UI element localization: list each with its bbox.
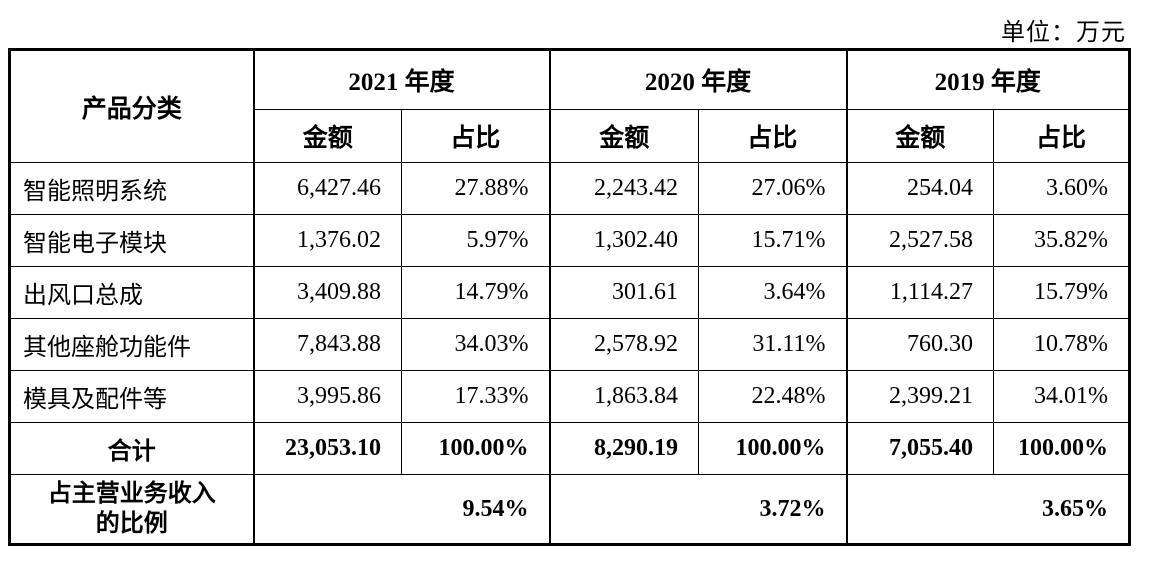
cell-amount-2020: 2,578.92 — [548, 318, 700, 371]
cell-share-2019: 10.78% — [993, 318, 1131, 371]
cell-amount-2020: 2,243.42 — [548, 162, 700, 215]
table-row-total: 合计 23,053.10 100.00% 8,290.19 100.00% 7,… — [9, 422, 1131, 475]
column-header-year-2019: 2019 年度 — [845, 49, 1131, 110]
cell-share-2020: 27.06% — [698, 162, 848, 215]
table-row-other-cockpit-parts: 其他座舱功能件 7,843.88 34.03% 2,578.92 31.11% … — [9, 318, 1131, 371]
cell-ratio-2021: 9.54% — [252, 474, 551, 545]
cell-amount-2021: 1,376.02 — [252, 214, 402, 267]
cell-amount-2019: 2,527.58 — [845, 214, 995, 267]
column-header-amount-2021: 金额 — [252, 109, 402, 163]
column-header-share-2021: 占比 — [400, 109, 551, 163]
cell-amount-2019: 1,114.27 — [845, 266, 995, 319]
cell-amount-2021: 7,843.88 — [252, 318, 402, 371]
cell-share-2019: 34.01% — [993, 370, 1131, 423]
column-header-amount-2019: 金额 — [845, 109, 995, 163]
row-label: 智能电子模块 — [9, 214, 254, 267]
cell-total-amount-2019: 7,055.40 — [845, 422, 995, 475]
column-header-share-2019: 占比 — [993, 109, 1131, 163]
cell-total-amount-2021: 23,053.10 — [252, 422, 402, 475]
table-row-molds-and-accessories: 模具及配件等 3,995.86 17.33% 1,863.84 22.48% 2… — [9, 370, 1131, 423]
cell-share-2020: 31.11% — [698, 318, 848, 371]
cell-share-2021: 14.79% — [400, 266, 551, 319]
cell-share-2020: 3.64% — [698, 266, 848, 319]
cell-ratio-2019: 3.65% — [845, 474, 1131, 545]
cell-amount-2019: 2,399.21 — [845, 370, 995, 423]
cell-share-2021: 5.97% — [400, 214, 551, 267]
column-header-year-2020: 2020 年度 — [548, 49, 848, 110]
unit-label: 单位：万元 — [1001, 20, 1126, 46]
cell-share-2019: 15.79% — [993, 266, 1131, 319]
column-header-share-2020: 占比 — [698, 109, 848, 163]
cell-ratio-2020: 3.72% — [548, 474, 848, 545]
row-label: 其他座舱功能件 — [9, 318, 254, 371]
product-revenue-table: 产品分类 2021 年度 2020 年度 2019 年度 金额 占比 金额 占比… — [8, 48, 1132, 546]
row-label: 出风口总成 — [9, 266, 254, 319]
cell-share-2021: 34.03% — [400, 318, 551, 371]
cell-share-2020: 15.71% — [698, 214, 848, 267]
cell-total-amount-2020: 8,290.19 — [548, 422, 700, 475]
cell-amount-2021: 6,427.46 — [252, 162, 402, 215]
ratio-row-label: 占主营业务收入 的比例 — [9, 474, 254, 545]
table-header-row-measures: 金额 占比 金额 占比 金额 占比 — [10, 109, 1131, 163]
table-row-air-vent-assembly: 出风口总成 3,409.88 14.79% 301.61 3.64% 1,114… — [9, 266, 1131, 319]
cell-total-share-2021: 100.00% — [400, 422, 551, 475]
row-label: 模具及配件等 — [9, 370, 254, 423]
cell-amount-2021: 3,995.86 — [252, 370, 402, 423]
cell-amount-2019: 254.04 — [845, 162, 995, 215]
cell-total-share-2020: 100.00% — [698, 422, 848, 475]
cell-amount-2020: 1,302.40 — [548, 214, 700, 267]
cell-total-share-2019: 100.00% — [993, 422, 1131, 475]
cell-share-2021: 17.33% — [400, 370, 551, 423]
table-row-smart-lighting: 智能照明系统 6,427.46 27.88% 2,243.42 27.06% 2… — [9, 162, 1131, 215]
cell-amount-2020: 301.61 — [548, 266, 700, 319]
table-row-smart-electronic-module: 智能电子模块 1,376.02 5.97% 1,302.40 15.71% 2,… — [9, 214, 1131, 267]
cell-share-2021: 27.88% — [400, 162, 551, 215]
column-header-amount-2020: 金额 — [548, 109, 700, 163]
cell-share-2019: 3.60% — [993, 162, 1131, 215]
column-header-product-category: 产品分类 — [9, 49, 254, 163]
cell-amount-2019: 760.30 — [845, 318, 995, 371]
cell-amount-2020: 1,863.84 — [548, 370, 700, 423]
cell-amount-2021: 3,409.88 — [252, 266, 402, 319]
row-label: 智能照明系统 — [9, 162, 254, 215]
column-header-year-2021: 2021 年度 — [252, 49, 551, 110]
total-row-label: 合计 — [9, 422, 254, 475]
cell-share-2019: 35.82% — [993, 214, 1131, 267]
table-row-main-revenue-ratio: 占主营业务收入 的比例 9.54% 3.72% 3.65% — [9, 474, 1131, 545]
cell-share-2020: 22.48% — [698, 370, 848, 423]
table-header-row-years: 产品分类 2021 年度 2020 年度 2019 年度 — [9, 49, 1131, 163]
